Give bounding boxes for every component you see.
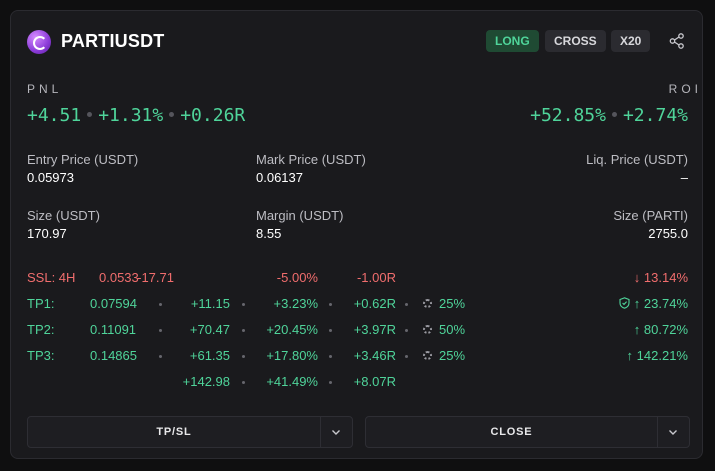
pnl-r-value: +0.26R — [180, 105, 246, 126]
separator-dot — [242, 329, 245, 332]
separator-dot — [329, 329, 332, 332]
margin-label: Margin (USDT) — [256, 208, 344, 223]
separator-dot — [159, 303, 162, 306]
size-base-label: Size (PARTI) — [613, 208, 688, 223]
ssl-move: ↓ 13.14% — [634, 270, 688, 288]
tpsl-button[interactable]: TP/SL — [156, 426, 192, 438]
tp3-pct: +17.80% — [266, 348, 318, 363]
symbol-title: PARTIUSDT — [61, 31, 165, 51]
tp2-pnl: +70.47 — [189, 322, 230, 337]
tp2-alloc: 50% — [439, 322, 466, 337]
tp3-move-value: 142.21% — [636, 348, 688, 363]
size-base-value: 2755.0 — [648, 226, 688, 241]
mark-price-label: Mark Price (USDT) — [256, 152, 366, 167]
close-button[interactable]: CLOSE — [490, 426, 533, 438]
ssl-r: -1.00R — [356, 270, 396, 285]
roi-values: +52.85% +2.74% — [530, 105, 688, 126]
button-divider — [320, 417, 321, 447]
separator-dot — [405, 355, 408, 358]
separator-dot — [329, 355, 332, 358]
entry-price-label: Entry Price (USDT) — [27, 152, 139, 167]
tp2-move: ↑ 80.72% — [634, 322, 688, 340]
pnl-values: +4.51 +1.31% +0.26R — [27, 105, 245, 126]
separator-dot — [405, 303, 408, 306]
tp3-label: TP3: — [27, 348, 55, 363]
chevron-down-icon[interactable] — [331, 427, 341, 437]
separator-dot — [405, 329, 408, 332]
share-icon[interactable] — [668, 32, 686, 50]
ssl-label: SSL: 4H — [27, 270, 76, 285]
tp2-r: +3.97R — [353, 322, 396, 337]
margin-value: 8.55 — [256, 226, 282, 241]
liq-price-value: – — [680, 170, 688, 185]
roi-secondary: +2.74% — [622, 105, 688, 126]
size-usdt-label: Size (USDT) — [27, 208, 100, 223]
tp2-label: TP2: — [27, 322, 55, 337]
tp2-move-value: 80.72% — [643, 322, 688, 337]
button-divider — [657, 417, 658, 447]
total-r: +8.07R — [353, 374, 396, 389]
entry-price-value: 0.05973 — [27, 170, 74, 185]
allocation-spinner-icon — [423, 299, 432, 308]
separator-dot — [329, 303, 332, 306]
pnl-value: +4.51 — [27, 105, 82, 126]
separator-dot — [159, 329, 162, 332]
position-card: PARTIUSDT LONG CROSS X20 PNL ROI +4.51 +1… — [10, 10, 703, 459]
arrow-up-icon: ↑ — [626, 348, 634, 363]
tp1-r: +0.62R — [353, 296, 396, 311]
roi-label: ROI — [668, 82, 702, 96]
total-pnl: +142.98 — [182, 374, 230, 389]
ssl-price: 0.0533 — [99, 270, 139, 285]
liq-price-label: Liq. Price (USDT) — [586, 152, 688, 167]
pnl-percent: +1.31% — [98, 105, 164, 126]
margin-mode-badge: CROSS — [545, 30, 606, 52]
tp2-price: 0.11091 — [90, 322, 137, 337]
ssl-move-value: 13.14% — [643, 270, 688, 285]
token-logo-icon — [27, 30, 51, 54]
tp3-price: 0.14865 — [90, 348, 137, 363]
total-pct: +41.49% — [266, 374, 318, 389]
close-button-group: CLOSE — [365, 416, 690, 448]
tpsl-button-group: TP/SL — [27, 416, 353, 448]
allocation-spinner-icon — [423, 351, 432, 360]
separator-dot — [159, 355, 162, 358]
tp1-label: TP1: — [27, 296, 55, 311]
size-usdt-value: 170.97 — [27, 226, 67, 241]
separator-dot — [242, 303, 245, 306]
leverage-badge: X20 — [611, 30, 651, 52]
tp3-alloc: 25% — [439, 348, 466, 363]
arrow-down-icon: ↓ — [633, 270, 641, 285]
ssl-pct: -5.00% — [276, 270, 318, 285]
separator-dot — [242, 355, 245, 358]
separator-dot — [242, 381, 245, 384]
separator-dot — [329, 381, 332, 384]
arrow-up-icon: ↑ — [633, 296, 641, 311]
tp1-move: ↑ 23.74% — [619, 296, 688, 314]
tp3-move: ↑ 142.21% — [627, 348, 688, 366]
shield-icon — [619, 297, 630, 309]
ssl-pnl: -17.71 — [137, 270, 174, 285]
tp1-move-value: 23.74% — [643, 296, 688, 311]
tp1-pct: +3.23% — [273, 296, 318, 311]
tp3-pnl: +61.35 — [189, 348, 230, 363]
tp1-pnl: +11.15 — [190, 296, 230, 311]
roi-value: +52.85% — [530, 105, 606, 126]
mark-price-value: 0.06137 — [256, 170, 303, 185]
tp3-r: +3.46R — [353, 348, 396, 363]
tp1-alloc: 25% — [439, 296, 466, 311]
tp1-price: 0.07594 — [90, 296, 137, 311]
chevron-down-icon[interactable] — [668, 427, 678, 437]
side-badge: LONG — [486, 30, 539, 52]
separator-dot — [87, 112, 93, 117]
allocation-spinner-icon — [423, 325, 432, 334]
separator-dot — [169, 112, 175, 117]
pnl-label: PNL — [27, 82, 63, 96]
arrow-up-icon: ↑ — [633, 322, 641, 337]
tp2-pct: +20.45% — [266, 322, 318, 337]
separator-dot — [611, 112, 617, 117]
